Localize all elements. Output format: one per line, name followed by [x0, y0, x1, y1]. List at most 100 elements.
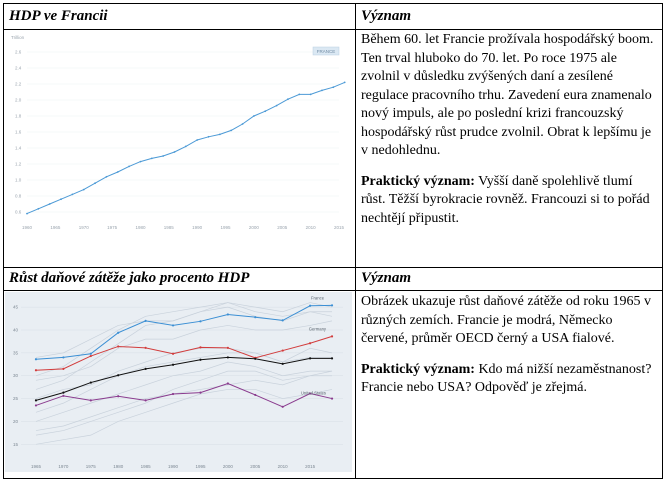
row2-paragraph: Obrázek ukazuje růst daňové zátěže od ro… [361, 294, 651, 346]
data-point [89, 381, 92, 384]
data-point [171, 352, 175, 355]
unit-label: Trillion [11, 35, 25, 40]
row1-practical-label: Praktický význam: [361, 173, 475, 189]
row2-right-header: Význam [361, 270, 412, 286]
background-country-line [35, 370, 333, 436]
data-point [309, 93, 312, 96]
data-point [34, 404, 38, 407]
data-point [89, 399, 92, 402]
x-tick-label: 1975 [107, 225, 118, 230]
data-point [62, 391, 65, 394]
data-point [144, 399, 147, 402]
data-point [196, 139, 199, 141]
data-point [89, 352, 92, 355]
data-point [207, 135, 210, 138]
series-line-united-states [35, 382, 333, 408]
x-tick-label: 1985 [141, 464, 152, 469]
column-divider [355, 4, 356, 478]
x-tick-label: 1970 [79, 225, 90, 230]
data-point [173, 151, 176, 153]
data-point [171, 392, 175, 396]
y-tick-label: 35 [13, 350, 19, 355]
y-tick-label: 1.6 [15, 130, 22, 135]
row2-practical-label: Praktický význam: [361, 361, 475, 377]
data-point [298, 93, 301, 96]
data-point [117, 331, 120, 334]
data-point [117, 374, 120, 377]
data-point [116, 171, 119, 173]
x-tick-label: 1980 [135, 225, 146, 230]
chart-background [5, 292, 352, 472]
y-tick-label: 0.6 [15, 210, 22, 215]
series-label: United States [301, 391, 326, 396]
background-country-line [35, 320, 333, 381]
data-point [94, 182, 96, 185]
background-country-line [35, 352, 333, 413]
y-tick-label: 15 [13, 442, 19, 447]
data-point [117, 345, 120, 348]
data-point [199, 391, 202, 394]
data-point [321, 89, 323, 92]
y-tick-label: 2.4 [15, 66, 22, 71]
y-tick-label: 30 [13, 373, 19, 378]
y-tick-label: 25 [13, 396, 19, 401]
series-label: France [311, 295, 325, 300]
x-tick-label: 1980 [113, 464, 124, 469]
data-point [281, 349, 284, 352]
x-tick-label: 2000 [223, 464, 234, 469]
row-divider [4, 290, 662, 291]
x-tick-label: 1975 [86, 464, 97, 469]
y-tick-label: 2.0 [15, 98, 22, 103]
data-point [281, 362, 284, 365]
x-tick-label: 1995 [195, 464, 206, 469]
data-point [343, 81, 346, 84]
data-point [37, 207, 40, 210]
x-tick-label: 1985 [164, 225, 175, 230]
x-tick-label: 2015 [334, 225, 345, 230]
data-point [199, 320, 202, 323]
data-point [48, 203, 51, 205]
row1-paragraph: Během 60. let Francie prožívala hospodář… [361, 32, 654, 158]
y-tick-label: 45 [13, 305, 19, 310]
x-tick-label: 2000 [249, 225, 260, 230]
data-point [62, 356, 65, 359]
legend-box [312, 46, 340, 56]
data-point [184, 145, 187, 148]
data-point [309, 304, 312, 307]
data-point [281, 319, 284, 322]
data-point [254, 316, 257, 319]
tax-burden-chart: 15 20 25 30 35 40 45 1965 1970 1975 1980 1985 1990 19… [5, 292, 352, 472]
data-point [275, 104, 278, 107]
x-tick-label: 1960 [22, 225, 33, 230]
x-tick-label: 1970 [58, 464, 69, 469]
data-point [60, 198, 62, 201]
data-point [330, 304, 334, 307]
data-point [226, 346, 229, 349]
series-line-france [35, 304, 333, 360]
row1-practical: Praktický význam: Vyšší daně spolehlivě … [361, 173, 656, 229]
data-point [254, 393, 257, 397]
x-tick-label: 1965 [31, 464, 42, 469]
x-tick-label: 1995 [221, 225, 232, 230]
data-point [34, 399, 38, 402]
row-divider [4, 29, 662, 30]
data-point [330, 335, 334, 338]
data-point [287, 98, 289, 101]
data-point [309, 357, 312, 360]
background-country-line [35, 302, 333, 377]
row2-practical-text: Kdo má nižší nezaměstnanost? Francie neb… [361, 361, 652, 396]
x-tick-label: 1965 [50, 225, 61, 230]
background-country-line [35, 306, 333, 358]
data-point [162, 155, 165, 157]
data-point [71, 193, 74, 196]
data-point [89, 354, 92, 358]
row-divider [4, 267, 662, 268]
x-tick-label: 2010 [306, 225, 317, 230]
y-tick-label: 20 [13, 419, 19, 424]
x-tick-label: 1990 [192, 225, 203, 230]
row1-practical-text: Vyšší daně spolehlivě tlumí růst. Těžší … [361, 173, 650, 226]
background-country-line [35, 361, 333, 422]
data-point [281, 405, 284, 408]
data-point [105, 175, 108, 178]
data-point [330, 357, 334, 360]
